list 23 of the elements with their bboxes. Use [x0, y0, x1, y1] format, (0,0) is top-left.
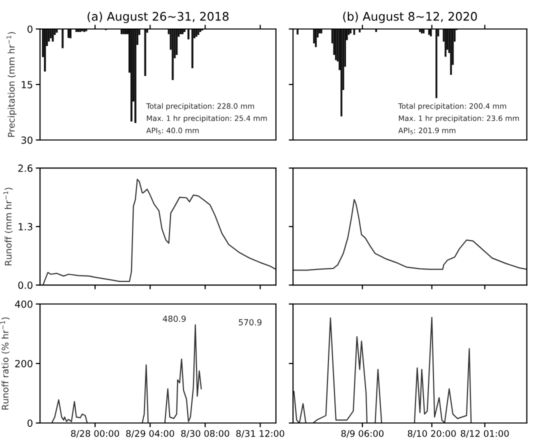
- x-tick-label: 8/31 12:00: [236, 430, 284, 438]
- y-axis-title: Precipitation (mm hr$^{−1}$): [6, 32, 16, 137]
- x-tick-label: 8/9 06:00: [341, 430, 384, 438]
- annotation: 480.9: [162, 316, 186, 322]
- y-axis-title: Runoff ratio (% hr$^{−1}$): [0, 317, 10, 410]
- y-tick-label: 1.3: [18, 223, 32, 230]
- y-tick-label: 200: [15, 360, 32, 368]
- y-tick-label: 0: [28, 25, 32, 33]
- y-tick-label: 2.6: [18, 164, 32, 172]
- x-tick-label: 8/29 04:00: [126, 430, 174, 438]
- x-tick-label: 8/12 01:00: [460, 430, 509, 438]
- chart-title: (a) August 26∼31, 2018: [88, 12, 229, 24]
- y-tick-label: 0: [28, 419, 32, 427]
- chart-title: (b) August 8∼12, 2020: [343, 12, 477, 24]
- y-tick-label: 15: [22, 81, 32, 88]
- x-tick-label: 8/28 00:00: [71, 430, 120, 438]
- y-tick-label: 0.0: [18, 282, 32, 289]
- annotation: 570.9: [238, 319, 262, 326]
- x-tick-label: 8/10 20:00: [408, 430, 456, 438]
- y-tick-label: 30: [21, 136, 32, 144]
- y-axis-title: Runoff (mm hr$^{−1}$): [3, 188, 13, 266]
- x-tick-label: 8/30 08:00: [181, 430, 230, 438]
- y-tick-label: 400: [14, 300, 32, 308]
